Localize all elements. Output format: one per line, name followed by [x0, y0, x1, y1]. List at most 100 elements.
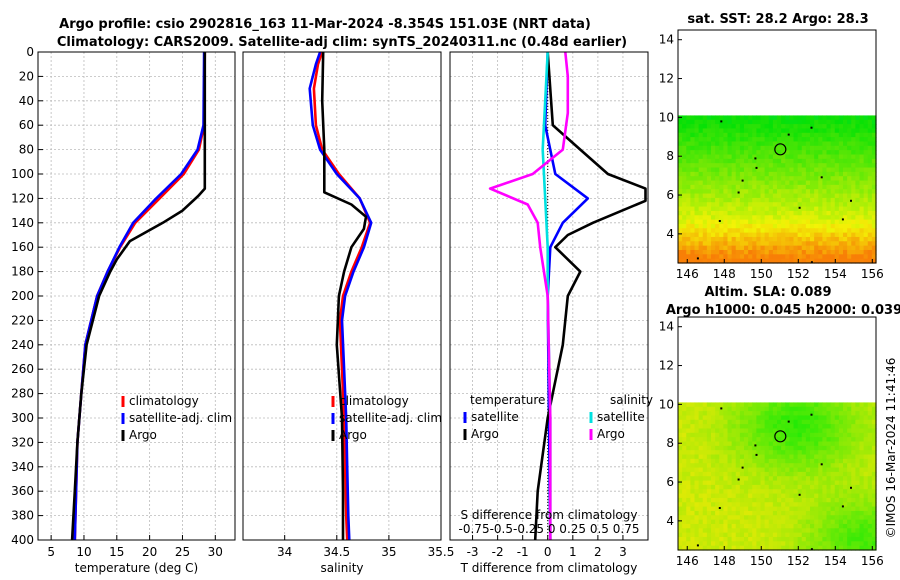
map-cell — [822, 171, 828, 177]
map-cell — [735, 236, 741, 242]
map-cell — [694, 154, 700, 160]
map-cell — [830, 424, 836, 430]
map-cell — [814, 463, 819, 469]
map-cell — [706, 189, 712, 195]
map-cell — [682, 532, 687, 538]
map-cell — [781, 489, 786, 495]
map-cell — [711, 450, 716, 456]
map-cell — [843, 124, 848, 130]
map-cell — [843, 454, 848, 460]
map-cell — [793, 137, 799, 143]
map-cell — [690, 137, 696, 143]
map-cell — [818, 510, 823, 516]
map-cell — [838, 480, 844, 486]
map-cell — [855, 523, 861, 529]
map-cell — [805, 536, 811, 542]
map-cell — [698, 158, 704, 164]
map-cell — [715, 124, 720, 130]
map-cell — [805, 124, 811, 130]
map-cell — [756, 437, 762, 443]
map-cell — [822, 245, 828, 251]
map-cell — [702, 241, 708, 247]
map-cell — [756, 536, 762, 542]
map-cell — [694, 171, 700, 177]
map-cell — [764, 428, 770, 434]
map-cell — [768, 241, 774, 247]
map-cell — [706, 236, 712, 242]
map-cell — [805, 484, 811, 490]
map-cell — [867, 254, 873, 260]
map-cell — [678, 245, 683, 251]
map-cell — [851, 484, 856, 490]
map-cell — [805, 219, 811, 225]
map-cell — [834, 528, 840, 534]
map-cell — [694, 258, 700, 264]
map-cell — [735, 493, 741, 499]
map-cell — [801, 476, 807, 482]
map-cell — [731, 523, 737, 529]
map-cell — [871, 228, 877, 234]
map-cell — [678, 450, 683, 456]
map-cell — [867, 215, 873, 221]
map-cell — [711, 406, 716, 412]
map-cell — [834, 502, 840, 508]
map-cell — [830, 510, 836, 516]
map-cell — [768, 249, 774, 255]
map-cell — [719, 493, 724, 499]
map-cell — [793, 471, 799, 477]
map-cell — [756, 463, 762, 469]
map-cell — [756, 515, 762, 521]
map-cell — [760, 402, 766, 408]
map-cell — [702, 536, 708, 542]
map-cell — [711, 223, 716, 229]
map-cell — [863, 210, 869, 216]
map-cell — [805, 241, 811, 247]
map-cell — [863, 484, 869, 490]
map-cell — [777, 202, 782, 208]
map-cell — [826, 254, 832, 260]
map-cell — [682, 428, 687, 434]
map-cell — [785, 515, 790, 521]
map-cell — [847, 215, 852, 221]
map-cell — [756, 489, 762, 495]
map-cell — [822, 463, 828, 469]
map-cell — [859, 437, 865, 443]
map-cell — [859, 115, 865, 121]
map-cell — [785, 145, 790, 151]
map-cell — [744, 484, 749, 490]
map-cell — [805, 137, 811, 143]
map-cell — [727, 484, 733, 490]
map-cell — [686, 458, 691, 464]
map-cell — [702, 145, 708, 151]
map-cell — [822, 197, 828, 203]
map-cell — [682, 476, 687, 482]
map-cell — [781, 163, 786, 169]
map-dot — [850, 486, 852, 489]
map-cell — [814, 193, 819, 199]
map-cell — [731, 132, 737, 138]
map-cell — [768, 180, 774, 186]
map-cell — [723, 245, 729, 251]
map-cell — [752, 180, 757, 186]
map-cell — [777, 489, 782, 495]
map-cell — [830, 154, 836, 160]
map-cell — [810, 476, 815, 482]
map-cell — [744, 411, 749, 417]
map-cell — [735, 223, 741, 229]
map-cell — [715, 502, 720, 508]
map-cell — [867, 502, 873, 508]
map-cell — [760, 236, 766, 242]
map-cell — [777, 541, 782, 547]
map-cell — [752, 476, 757, 482]
map-cell — [867, 228, 873, 234]
map-cell — [838, 219, 844, 225]
map-cell — [678, 206, 683, 212]
map-cell — [744, 236, 749, 242]
map-cell — [797, 158, 803, 164]
map-cell — [756, 145, 762, 151]
map-cell — [863, 411, 869, 417]
map-cell — [678, 428, 683, 434]
map-cell — [752, 489, 757, 495]
map-y-tick-label: 6 — [666, 475, 674, 489]
map-cell — [698, 471, 704, 477]
